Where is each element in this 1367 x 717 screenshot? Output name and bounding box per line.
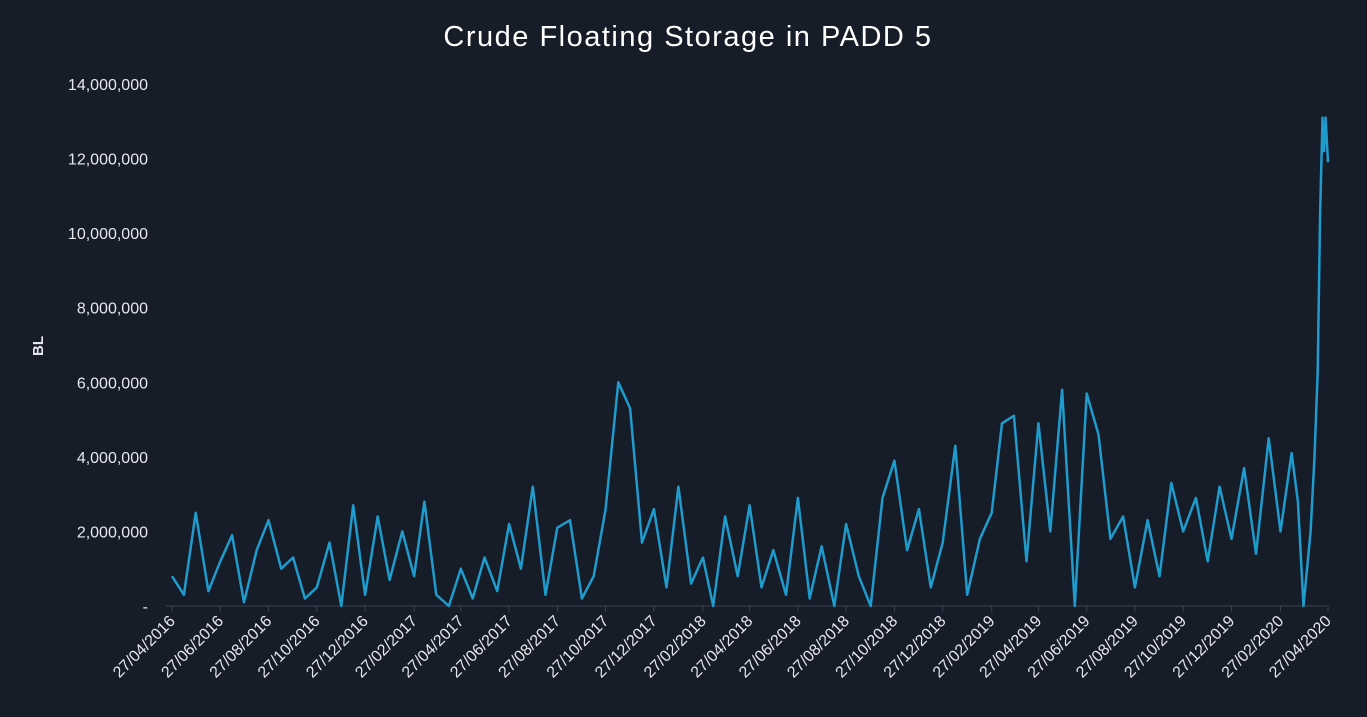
y-tick-label: 12,000,000 [68, 152, 148, 169]
y-tick-label: - [143, 599, 148, 616]
y-tick-label: 4,000,000 [77, 450, 148, 467]
data-line [170, 116, 1330, 608]
y-axis-label: BL [30, 336, 47, 356]
y-tick-label: 8,000,000 [77, 301, 148, 318]
y-tick-label: 2,000,000 [77, 524, 148, 541]
chart-title: Crude Floating Storage in PADD 5 [443, 21, 932, 53]
y-tick-label: 10,000,000 [68, 226, 148, 243]
y-tick-label: 14,000,000 [68, 77, 148, 94]
y-tick-label: 6,000,000 [77, 375, 148, 392]
